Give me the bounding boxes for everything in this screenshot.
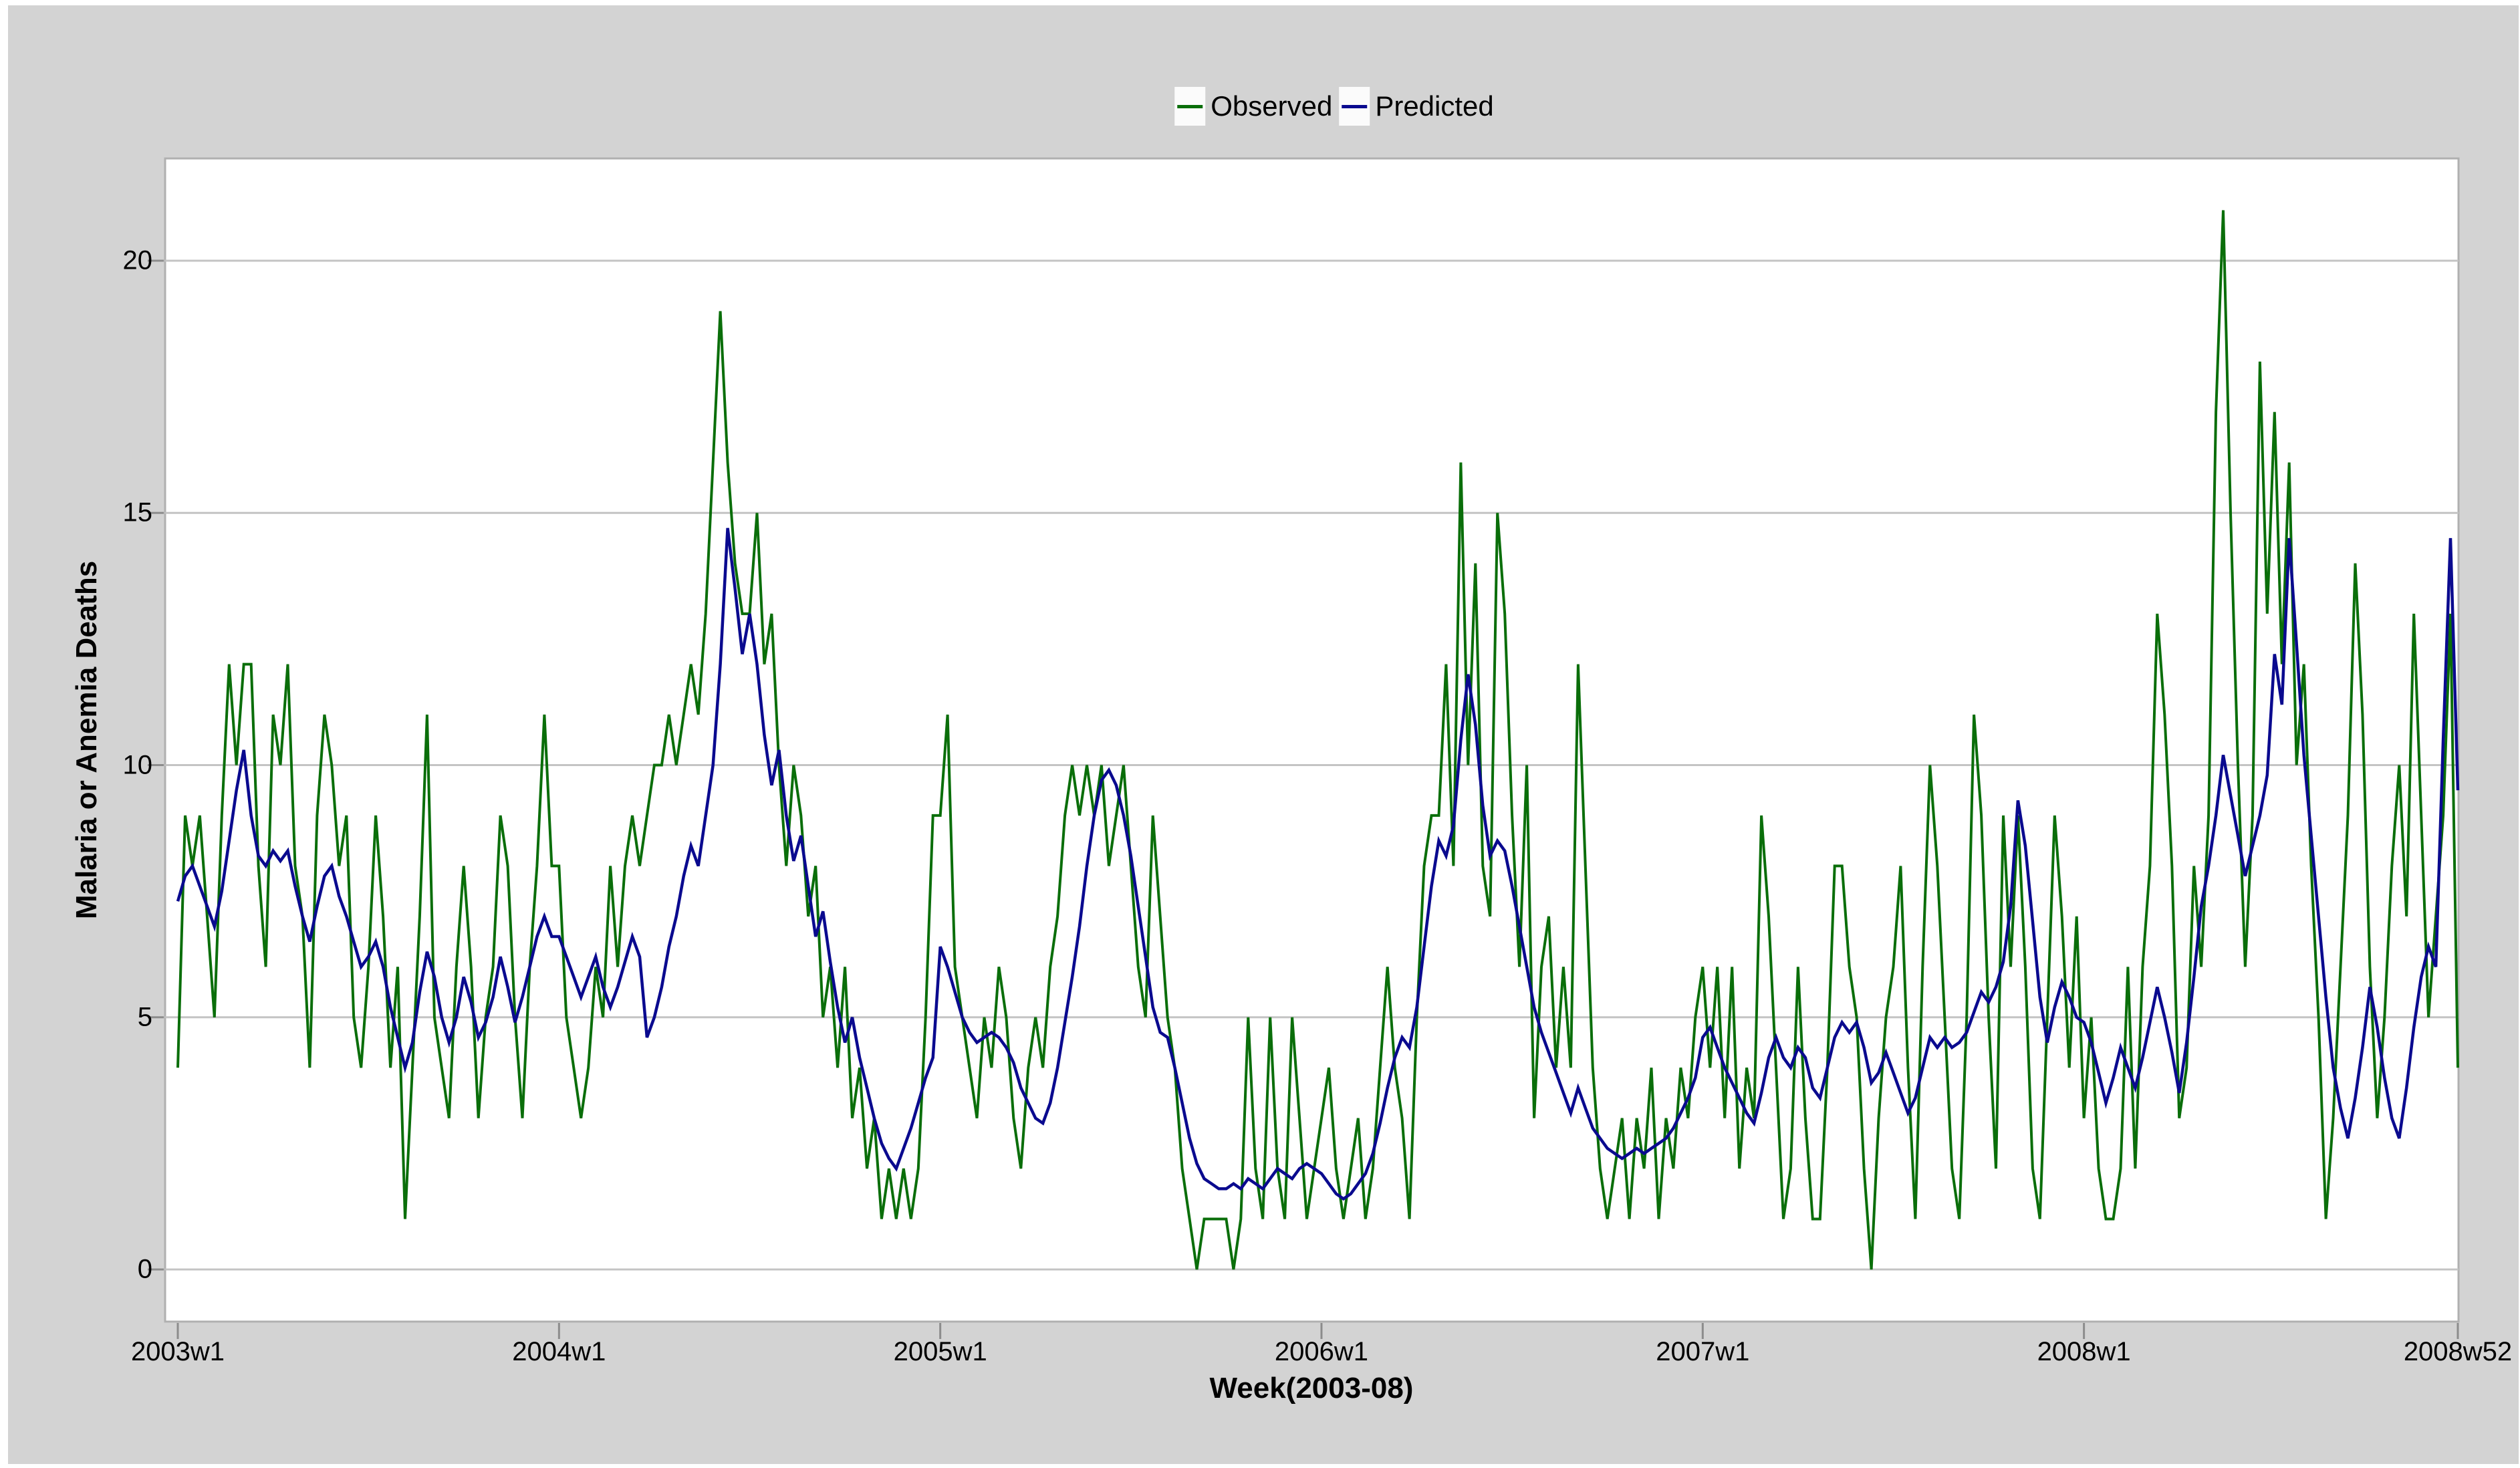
legend-label-predicted: Predicted: [1375, 90, 1494, 122]
legend-item-observed: Observed: [1174, 87, 1332, 126]
y-tick-label: 0: [137, 1254, 152, 1284]
x-tick-label: 2008w1: [2037, 1337, 2131, 1366]
observed-swatch: [1174, 87, 1206, 126]
y-tick-label: 20: [122, 245, 153, 275]
x-tick-label: 2006w1: [1274, 1337, 1369, 1366]
y-tick-label: 15: [122, 497, 153, 527]
x-tick-label: 2003w1: [130, 1337, 225, 1366]
x-axis-title: Week(2003-08): [1209, 1372, 1414, 1404]
predicted-swatch: [1339, 87, 1370, 126]
legend-label-observed: Observed: [1211, 90, 1333, 122]
predicted-line-icon: [1342, 104, 1368, 108]
x-tick-label: 2004w1: [512, 1337, 606, 1366]
x-tick-label: 2007w1: [1656, 1337, 1750, 1366]
y-axis-title: Malaria or Anemia Deaths: [70, 560, 103, 920]
x-tick-label: 2005w1: [893, 1337, 987, 1366]
observed-series-line: [176, 210, 2459, 1270]
legend: Observed Predicted: [1174, 87, 1494, 126]
y-tick-label: 5: [137, 1002, 152, 1032]
legend-item-predicted: Predicted: [1339, 87, 1494, 126]
observed-line-icon: [1177, 104, 1203, 108]
y-tick-label: 10: [122, 750, 153, 779]
x-tick-label: 2008w52: [2403, 1337, 2513, 1366]
plot-area: [164, 157, 2460, 1323]
predicted-series-line: [176, 527, 2460, 1201]
